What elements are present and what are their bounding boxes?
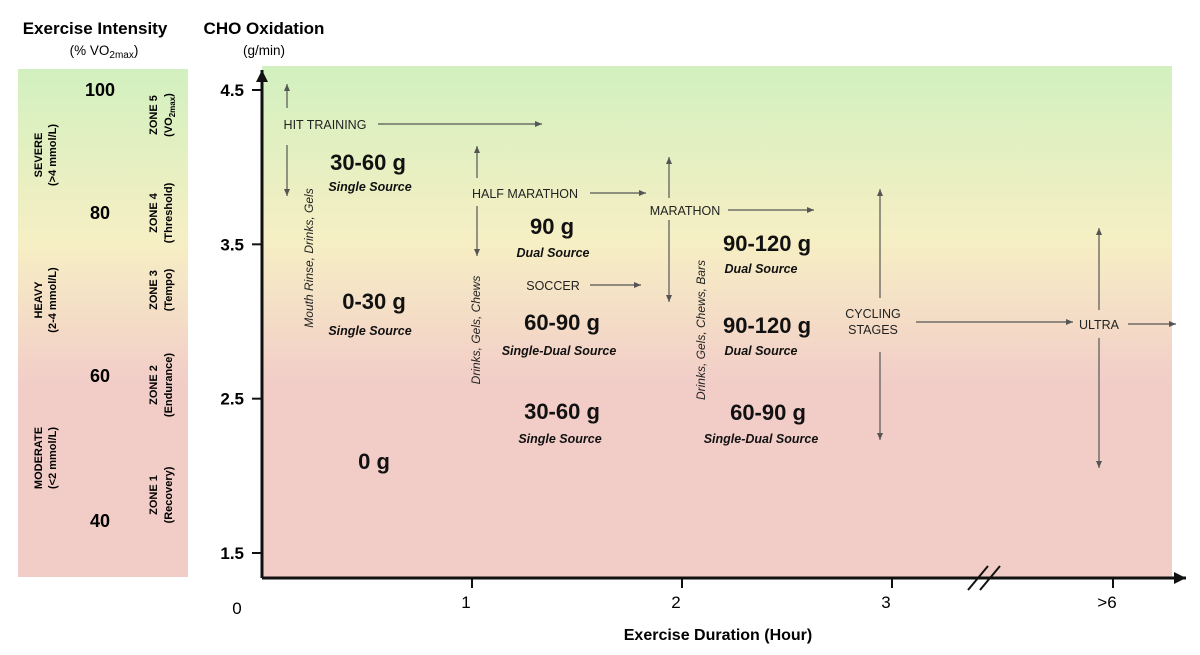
y-axis-title: CHO Oxidation	[204, 19, 325, 38]
domain-heavy: HEAVY	[33, 281, 45, 319]
x-axis-title: Exercise Duration (Hour)	[624, 627, 812, 644]
intensity-level-40: 40	[90, 511, 110, 531]
rec-source-2: Single Source	[328, 324, 411, 338]
rec-amount-8: 90-120 g	[723, 313, 811, 338]
event-soccer: SOCCER	[526, 279, 579, 293]
event-marathon: MARATHON	[650, 204, 721, 218]
intensity-title: Exercise Intensity	[23, 19, 168, 38]
zone-2: ZONE 2	[148, 365, 160, 405]
intensity-panel-background	[18, 69, 188, 577]
note-mid-sources: Drinks, Gels, Chews	[469, 276, 483, 385]
x-tick-label-0: 1	[461, 593, 470, 612]
y-tick-label-1: 3.5	[220, 235, 244, 254]
rec-amount-9: 60-90 g	[730, 400, 806, 425]
event-ultra: ULTRA	[1079, 318, 1120, 332]
domain-severe: SEVERE	[33, 133, 45, 178]
zone-1-desc: (Recovery)	[163, 466, 175, 523]
rec-source-6: Single Source	[518, 432, 601, 446]
domain-moderate: MODERATE	[33, 427, 45, 489]
event-arrows	[284, 84, 1176, 468]
note-early-sources: Mouth Rinse, Drinks, Gels	[302, 188, 316, 327]
rec-amount-2: 0-30 g	[342, 289, 406, 314]
domain-heavy-threshold: (2-4 mmol/L)	[47, 267, 59, 333]
event-stages: STAGES	[848, 323, 898, 337]
zone-2-desc: (Endurance)	[163, 353, 175, 418]
axis-break-mark	[967, 565, 1001, 591]
rec-amount-1: 30-60 g	[330, 150, 406, 175]
rec-source-1: Single Source	[328, 180, 411, 194]
zone-4-desc: (Threshold)	[163, 182, 175, 243]
x-axis-ticks: 1 2 3 >6	[461, 578, 1117, 612]
rec-amount-3: 0 g	[358, 449, 390, 474]
zone-5-desc: (VO2max)	[163, 93, 177, 137]
x-tick-label-1: 2	[671, 593, 680, 612]
rec-source-8: Dual Source	[725, 344, 798, 358]
zone-3: ZONE 3	[148, 270, 160, 310]
rec-amount-4: 90 g	[530, 214, 574, 239]
origin-label: 0	[232, 599, 241, 618]
rec-source-5: Single-Dual Source	[502, 344, 617, 358]
rec-amount-7: 90-120 g	[723, 231, 811, 256]
intensity-subtitle: (% VO2max)	[70, 43, 139, 61]
intensity-level-60: 60	[90, 366, 110, 386]
rec-amount-5: 60-90 g	[524, 310, 600, 335]
x-tick-label-2: 3	[881, 593, 890, 612]
y-axis-units: (g/min)	[243, 43, 285, 58]
event-cycling: CYCLING	[845, 307, 901, 321]
y-tick-label-0: 4.5	[220, 81, 244, 100]
intensity-level-80: 80	[90, 203, 110, 223]
domain-moderate-threshold: (<2 mmol/L)	[47, 427, 59, 489]
y-tick-label-2: 2.5	[220, 390, 244, 409]
domain-severe-threshold: (>4 mmol/L)	[47, 124, 59, 186]
zone-4: ZONE 4	[148, 192, 160, 233]
intensity-level-100: 100	[85, 80, 115, 100]
zone-1: ZONE 1	[148, 475, 160, 515]
event-half-marathon: HALF MARATHON	[472, 187, 578, 201]
rec-source-9: Single-Dual Source	[704, 432, 819, 446]
x-tick-label-3: >6	[1097, 593, 1116, 612]
y-tick-label-3: 1.5	[220, 544, 244, 563]
zone-3-desc: (Tempo)	[163, 268, 175, 311]
rec-source-4: Dual Source	[517, 246, 590, 260]
y-axis-ticks: 4.5 3.5 2.5 1.5	[220, 81, 262, 563]
zone-5: ZONE 5	[148, 95, 160, 135]
event-hit-training: HIT TRAINING	[284, 118, 367, 132]
rec-amount-6: 30-60 g	[524, 399, 600, 424]
rec-source-7: Dual Source	[725, 262, 798, 276]
note-late-sources: Drinks, Gels, Chews, Bars	[694, 260, 708, 400]
